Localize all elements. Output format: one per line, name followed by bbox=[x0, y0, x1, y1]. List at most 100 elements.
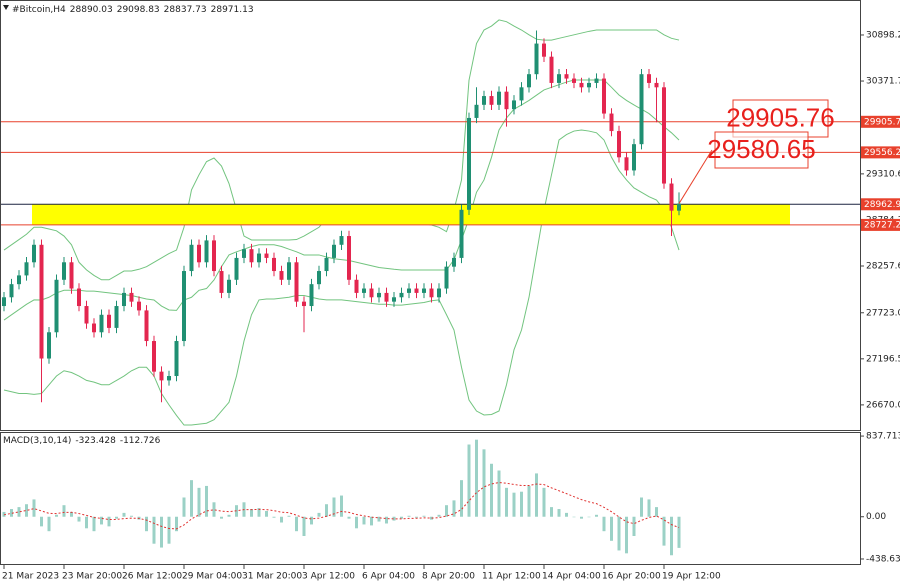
candle-body bbox=[669, 183, 674, 211]
y-tick-label: -438.631 bbox=[866, 554, 900, 564]
candle-body bbox=[594, 78, 599, 83]
x-tick-label: 31 Mar 20:00 bbox=[242, 572, 302, 582]
macd-bar bbox=[17, 507, 21, 517]
macd-bar bbox=[370, 516, 373, 526]
candle-body bbox=[204, 240, 209, 263]
candle-body bbox=[519, 87, 524, 101]
ohlc-high: 29098.83 bbox=[117, 5, 160, 15]
candle-body bbox=[189, 244, 194, 272]
candle-body bbox=[579, 82, 584, 88]
macd-bar bbox=[407, 515, 411, 517]
y-tick-label: 26670.00 bbox=[866, 400, 900, 410]
macd-bar bbox=[92, 516, 96, 532]
macd-bar bbox=[167, 516, 171, 544]
price-panel bbox=[0, 19, 860, 426]
macd-bar bbox=[257, 508, 261, 517]
macd-bar bbox=[295, 516, 298, 532]
macd-bar bbox=[542, 487, 546, 517]
y-tick-label: 28257.60 bbox=[866, 261, 900, 271]
candle-body bbox=[639, 74, 644, 145]
macd-bar bbox=[265, 510, 268, 517]
candle-body bbox=[129, 292, 134, 302]
candle-body bbox=[257, 253, 261, 263]
x-tick-label: 29 Mar 04:00 bbox=[182, 572, 242, 582]
candle-body bbox=[99, 314, 104, 333]
candle-body bbox=[587, 82, 591, 88]
level-label-box bbox=[861, 115, 900, 128]
annotation-text: 29580.65 bbox=[707, 134, 815, 164]
candle-body bbox=[309, 284, 314, 307]
macd-bar bbox=[332, 497, 336, 517]
candle-body bbox=[354, 279, 359, 293]
candle-body bbox=[17, 275, 21, 285]
candle-body bbox=[542, 43, 546, 57]
chart-header: #Bitcoin,H4 28890.03 29098.83 28837.73 28971… bbox=[12, 5, 254, 15]
candle-body bbox=[474, 104, 479, 118]
candle-body bbox=[504, 91, 509, 110]
macd-bar bbox=[25, 504, 28, 517]
y-tick-label: 0.00 bbox=[866, 512, 886, 522]
macd-bar bbox=[145, 516, 148, 532]
macd-bar bbox=[205, 485, 208, 517]
x-tick-label: 6 Apr 04:00 bbox=[362, 572, 415, 582]
candle-body bbox=[617, 131, 621, 158]
macd-bar bbox=[62, 505, 66, 517]
macd-bar bbox=[550, 507, 553, 517]
macd-bar bbox=[572, 516, 576, 518]
candle-body bbox=[414, 288, 419, 293]
macd-bar bbox=[422, 515, 426, 517]
menu-arrow[interactable] bbox=[3, 5, 9, 10]
macd-bar bbox=[497, 470, 501, 517]
candle-body bbox=[92, 323, 96, 333]
macd-bar bbox=[377, 516, 381, 522]
level-label: 29905.76 bbox=[864, 117, 900, 127]
macd-signal bbox=[3, 482, 680, 530]
candle-body bbox=[444, 266, 449, 289]
ohlc-open: 28890.03 bbox=[70, 5, 113, 15]
macd-bar bbox=[175, 516, 178, 532]
candle-body bbox=[182, 271, 186, 342]
annotation-text: 29905.76 bbox=[726, 102, 834, 132]
candle-body bbox=[557, 74, 561, 83]
candle-body bbox=[632, 144, 636, 171]
level-label: 29556.27 bbox=[864, 148, 900, 158]
macd-bar bbox=[122, 512, 126, 517]
candle-body bbox=[422, 288, 426, 293]
candle-body bbox=[392, 297, 396, 302]
macd-bar bbox=[77, 516, 81, 522]
macd-bar bbox=[490, 463, 493, 517]
macd-bar bbox=[535, 473, 538, 517]
macd-bar bbox=[362, 516, 366, 525]
candle-body bbox=[497, 91, 501, 105]
candle-body bbox=[39, 244, 44, 359]
candle-body bbox=[302, 301, 306, 307]
candle-body bbox=[32, 244, 36, 263]
macd-bar bbox=[557, 509, 561, 517]
candle-body bbox=[377, 292, 381, 298]
y-tick-label: 29310.60 bbox=[866, 169, 900, 179]
macd-bar bbox=[182, 497, 186, 517]
candle-body bbox=[122, 292, 126, 307]
candle-body bbox=[114, 306, 119, 328]
x-tick-label: 26 Mar 12:00 bbox=[122, 572, 182, 582]
macd-bar bbox=[602, 516, 606, 532]
macd-bar bbox=[152, 516, 156, 544]
macd-bar bbox=[250, 509, 253, 517]
candle-body bbox=[197, 244, 201, 263]
macd-bar bbox=[452, 500, 456, 517]
candle-body bbox=[399, 292, 404, 298]
candle-body bbox=[624, 157, 629, 171]
y-tick-label: 837.713 bbox=[866, 432, 900, 442]
candle-body bbox=[602, 78, 606, 114]
macd-bar bbox=[130, 515, 133, 517]
macd-bar bbox=[85, 516, 88, 529]
macd-bar bbox=[47, 516, 51, 532]
candle-body bbox=[107, 314, 111, 328]
macd-title: MACD(3,10,14) bbox=[3, 436, 71, 446]
macd-bar bbox=[505, 487, 508, 517]
price-frame bbox=[0, 0, 861, 431]
macd-frame bbox=[0, 432, 861, 565]
